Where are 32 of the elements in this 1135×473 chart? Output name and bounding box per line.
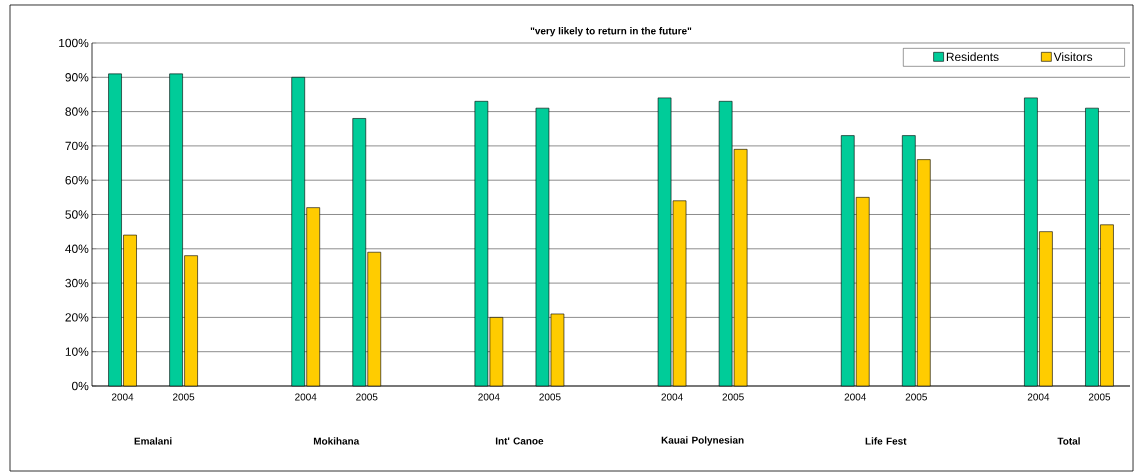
y-tick-label: 30% [65,278,89,288]
text: Total [1057,437,1080,445]
chart-title: "very likely to return in the future" [530,27,692,37]
legend-label: Visitors [1053,52,1093,62]
x-tick-label: 2005 [539,393,561,401]
x-tick-label: 2005 [722,393,744,401]
y-tick-label: 50% [65,210,89,219]
y-tick-label: 90% [65,73,89,82]
x-tick-label: 2004 [661,393,683,401]
y-tick-label: 100% [59,38,89,48]
x-tick-label: 2004 [1027,393,1050,401]
y-tick-label: 60% [65,175,89,185]
y-tick-label: 80% [65,107,89,116]
x-tick-label: 2004 [478,393,500,401]
text: Life Fest [865,437,907,445]
legend-label: Residents [946,52,999,62]
x-tick-label: 2004 [111,393,134,401]
x-tick-label: 2004 [295,393,317,401]
x-tick-label: 2005 [905,393,927,401]
text: Int' Canoe [495,437,544,445]
y-tick-label: 0% [72,381,89,391]
text: Kauai Polynesian [661,436,744,446]
text: Emalani [134,437,172,445]
x-tick-label: 2005 [1088,393,1111,401]
y-tick-label: 20% [65,313,89,322]
y-tick-label: 70% [65,141,89,151]
text: Mokihana [313,437,360,445]
x-tick-label: 2005 [356,393,378,401]
y-tick-label: 40% [65,244,89,254]
y-tick-label: 10% [65,347,89,356]
x-tick-label: 2005 [173,393,195,401]
x-tick-label: 2004 [844,393,867,401]
